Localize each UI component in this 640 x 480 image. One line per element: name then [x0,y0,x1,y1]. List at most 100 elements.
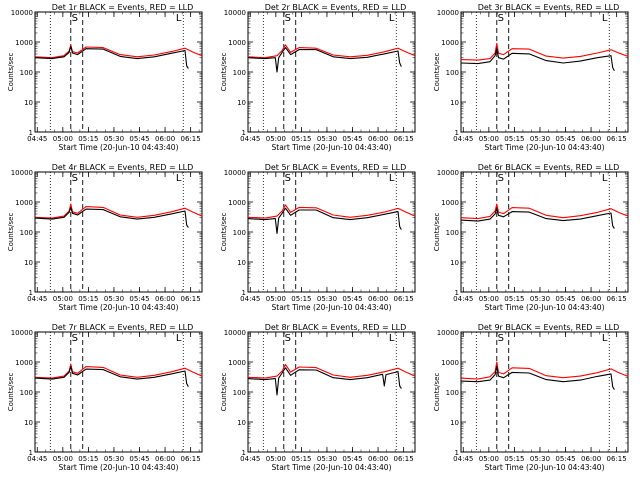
x-tick-label: 05:00 [266,455,286,463]
x-tick-label: 05:15 [78,455,98,463]
y-tick-label: 1 [242,129,246,137]
chart-panel-7: Det 7r BLACK = Events, RED = LLD 1 10 100 10… [7,323,203,472]
x-tick-label: 06:15 [181,135,201,143]
y-axis-label: Counts/sec [220,213,228,252]
series-line-events [34,366,189,387]
x-tick-label: 05:45 [555,295,575,303]
panel-title: Det 8r BLACK = Events, RED = LLD [265,323,407,332]
x-tick-label: 04:45 [240,295,260,303]
y-tick-label: 10000 [224,169,246,177]
x-tick-label: 05:00 [266,295,286,303]
x-tick-label: 06:00 [581,455,601,463]
y-tick-label: 1000 [15,39,33,47]
plot-frame [247,331,416,453]
y-tick-label: 10 [237,419,246,427]
x-tick-label: 05:15 [504,455,524,463]
series-line-events [247,367,402,396]
y-tick-label: 1 [455,449,459,457]
chart-panel-4: Det 4r BLACK = Events, RED = LLD 1 10 100 10… [7,163,203,312]
x-tick-label: 04:45 [453,455,473,463]
x-tick-label: 05:15 [504,295,524,303]
series-line-events [460,48,615,72]
x-tick-label: 05:45 [555,135,575,143]
y-tick-label: 10 [24,99,33,107]
x-tick-label: 04:45 [453,295,473,303]
y-axis-label: Counts/sec [433,213,441,252]
y-axis-label: Counts/sec [7,373,15,412]
x-tick-label: 05:00 [479,135,499,143]
x-axis-label: Start Time (20-Jun-10 04:43:40) [272,463,392,472]
x-axis-label: Start Time (20-Jun-10 04:43:40) [485,303,605,312]
panel-title: Det 7r BLACK = Events, RED = LLD [52,323,194,332]
y-tick-label: 100 [233,229,246,237]
y-tick-label: 1000 [228,39,246,47]
x-tick-label: 05:30 [104,135,124,143]
x-tick-label: 05:45 [555,455,575,463]
y-tick-label: 10000 [11,169,33,177]
y-tick-label: 10000 [11,9,33,17]
plot-frame [460,331,629,453]
series-line-lld [34,203,203,219]
x-axis-label: Start Time (20-Jun-10 04:43:40) [59,303,179,312]
y-tick-label: 100 [446,229,459,237]
y-tick-label: 100 [233,69,246,77]
marker-s: S [72,333,78,344]
panel-title: Det 4r BLACK = Events, RED = LLD [52,163,194,172]
plot-frame [460,171,629,293]
x-tick-label: 04:45 [240,135,260,143]
chart-panel-6: Det 6r BLACK = Events, RED = LLD 1 10 100 10… [433,163,629,312]
x-tick-label: 06:15 [607,455,627,463]
x-tick-label: 06:15 [394,295,414,303]
y-tick-label: 10 [237,99,246,107]
y-axis-label: Counts/sec [7,213,15,252]
marker-l: L [602,13,608,24]
x-tick-label: 06:15 [607,135,627,143]
marker-l: L [389,13,395,24]
y-tick-label: 1000 [441,199,459,207]
plot-frame [460,11,629,133]
series-line-events [460,366,615,390]
x-tick-label: 06:00 [155,135,175,143]
x-axis-label: Start Time (20-Jun-10 04:43:40) [485,143,605,152]
y-tick-label: 10000 [437,9,459,17]
y-tick-label: 1000 [228,359,246,367]
chart-panel-2: Det 2r BLACK = Events, RED = LLD 1 10 100 10… [220,3,416,152]
series-line-lld [460,42,629,61]
x-tick-label: 05:30 [104,455,124,463]
marker-s: S [285,173,291,184]
x-tick-label: 04:45 [27,455,47,463]
chart-panel-3: Det 3r BLACK = Events, RED = LLD 1 10 100 10… [433,3,629,152]
plot-frame [247,11,416,133]
series-line-events [34,207,189,228]
y-tick-label: 100 [446,69,459,77]
x-tick-label: 05:00 [53,455,73,463]
y-tick-label: 1 [29,289,33,297]
y-tick-label: 1 [242,449,246,457]
y-tick-label: 10 [450,99,459,107]
marker-s: S [285,13,291,24]
y-tick-label: 10 [450,259,459,267]
x-tick-label: 06:15 [607,295,627,303]
x-tick-label: 05:00 [53,295,73,303]
x-tick-label: 05:15 [291,295,311,303]
marker-l: L [176,13,182,24]
chart-panel-9: Det 9r BLACK = Events, RED = LLD 1 10 100 10… [433,323,629,472]
y-tick-label: 1 [29,129,33,137]
panel-title: Det 9r BLACK = Events, RED = LLD [478,323,620,332]
x-tick-label: 05:30 [530,295,550,303]
marker-s: S [72,173,78,184]
x-tick-label: 05:30 [530,455,550,463]
x-tick-label: 06:00 [368,455,388,463]
panel-title: Det 6r BLACK = Events, RED = LLD [478,163,620,172]
series-line-lld [247,364,416,379]
x-axis-label: Start Time (20-Jun-10 04:43:40) [59,143,179,152]
x-tick-label: 06:15 [181,455,201,463]
y-axis-label: Counts/sec [220,373,228,412]
y-tick-label: 100 [20,69,33,77]
x-tick-label: 05:45 [342,295,362,303]
y-axis-label: Counts/sec [433,373,441,412]
x-tick-label: 05:45 [129,455,149,463]
y-tick-label: 1000 [15,359,33,367]
x-axis-label: Start Time (20-Jun-10 04:43:40) [272,303,392,312]
marker-l: L [602,333,608,344]
